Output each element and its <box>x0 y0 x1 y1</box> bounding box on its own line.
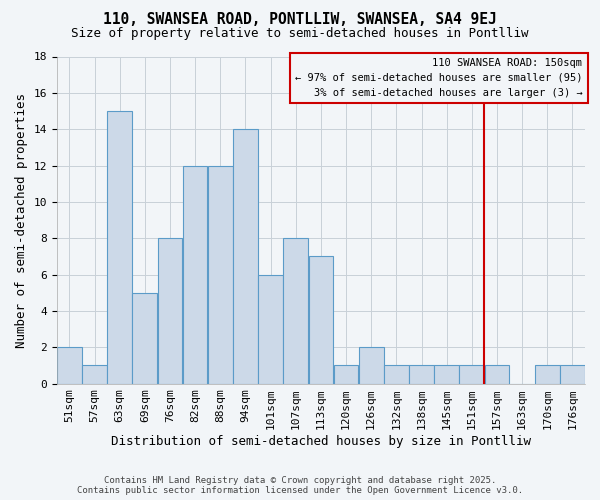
Bar <box>57 347 82 384</box>
Bar <box>133 292 157 384</box>
Bar <box>535 366 560 384</box>
Text: Contains HM Land Registry data © Crown copyright and database right 2025.
Contai: Contains HM Land Registry data © Crown c… <box>77 476 523 495</box>
Text: Size of property relative to semi-detached houses in Pontlliw: Size of property relative to semi-detach… <box>71 28 529 40</box>
Text: 110, SWANSEA ROAD, PONTLLIW, SWANSEA, SA4 9EJ: 110, SWANSEA ROAD, PONTLLIW, SWANSEA, SA… <box>103 12 497 28</box>
Bar <box>208 166 233 384</box>
Bar <box>233 129 258 384</box>
Bar <box>82 366 107 384</box>
Bar <box>158 238 182 384</box>
Bar <box>359 347 383 384</box>
Bar <box>107 111 132 384</box>
Bar <box>283 238 308 384</box>
Bar <box>384 366 409 384</box>
Bar <box>460 366 484 384</box>
Bar <box>334 366 358 384</box>
Bar <box>409 366 434 384</box>
Bar <box>434 366 459 384</box>
Bar <box>485 366 509 384</box>
Bar <box>258 274 283 384</box>
Y-axis label: Number of semi-detached properties: Number of semi-detached properties <box>15 92 28 348</box>
X-axis label: Distribution of semi-detached houses by size in Pontlliw: Distribution of semi-detached houses by … <box>111 434 531 448</box>
Bar <box>183 166 208 384</box>
Bar <box>308 256 333 384</box>
Text: 110 SWANSEA ROAD: 150sqm
← 97% of semi-detached houses are smaller (95)
3% of se: 110 SWANSEA ROAD: 150sqm ← 97% of semi-d… <box>295 58 583 98</box>
Bar <box>560 366 585 384</box>
